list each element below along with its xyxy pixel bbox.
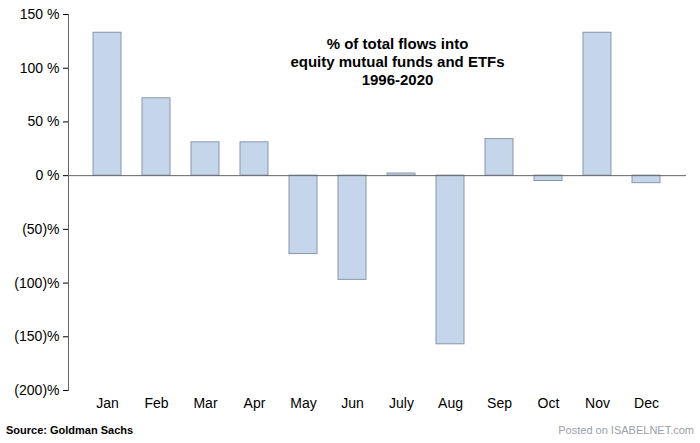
html-text:Source: Goldman Sachs: Source: Goldman Sachs: [6, 424, 134, 436]
svg-text:May: May: [290, 395, 316, 411]
html-text:Posted on ISABELNET.com: Posted on ISABELNET.com: [558, 424, 694, 436]
svg-text:Jan: Jan: [96, 395, 119, 411]
svg-text:Aug: Aug: [438, 395, 463, 411]
svg-text:Jun: Jun: [341, 395, 364, 411]
svg-text:100 %: 100 %: [20, 60, 60, 76]
svg-text:(50)%: (50)%: [22, 221, 59, 237]
svg-text:Mar: Mar: [193, 395, 217, 411]
svg-text:Dec: Dec: [634, 395, 659, 411]
svg-text:Apr: Apr: [244, 395, 266, 411]
svg-text:Oct: Oct: [538, 395, 560, 411]
svg-text:Sep: Sep: [487, 395, 512, 411]
svg-text:July: July: [389, 395, 414, 411]
svg-text:(100)%: (100)%: [14, 275, 59, 291]
svg-text:Feb: Feb: [144, 395, 168, 411]
svg-text:0 %: 0 %: [35, 167, 59, 183]
svg-text:(150)%: (150)%: [14, 328, 59, 344]
svg-text:% of total flows intoequity mu: % of total flows intoequity mutual funds…: [290, 35, 504, 88]
svg-text:150 %: 150 %: [20, 6, 60, 22]
svg-text:(200)%: (200)%: [14, 382, 59, 398]
svg-text:Nov: Nov: [585, 395, 610, 411]
svg-text:50 %: 50 %: [28, 113, 60, 129]
